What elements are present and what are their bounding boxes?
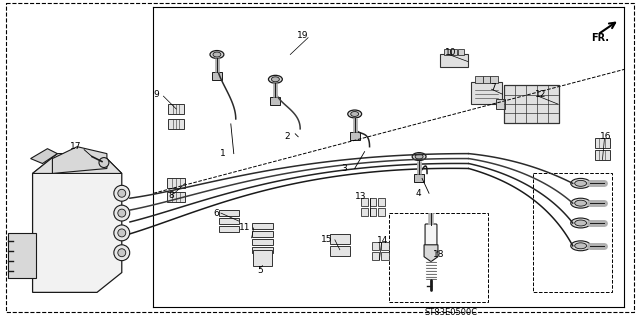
Bar: [470, 82, 502, 104]
Ellipse shape: [571, 241, 591, 251]
Circle shape: [114, 225, 130, 241]
Bar: [330, 246, 349, 256]
Polygon shape: [52, 147, 107, 174]
Bar: [349, 132, 360, 140]
Text: 15: 15: [321, 235, 333, 244]
Polygon shape: [424, 245, 438, 262]
Circle shape: [114, 205, 130, 221]
Bar: [219, 226, 239, 232]
Bar: [595, 138, 611, 148]
Text: 16: 16: [600, 132, 611, 141]
Bar: [360, 198, 367, 206]
Text: 2: 2: [285, 132, 291, 141]
Bar: [219, 218, 239, 224]
Bar: [369, 208, 376, 216]
Circle shape: [118, 189, 125, 197]
Bar: [252, 231, 273, 237]
Bar: [378, 208, 385, 216]
Text: 5: 5: [258, 266, 264, 275]
Bar: [253, 250, 273, 266]
Bar: [219, 210, 239, 216]
Text: 3: 3: [341, 164, 347, 173]
Text: 13: 13: [355, 192, 367, 201]
Bar: [381, 252, 389, 260]
Bar: [444, 48, 450, 55]
Ellipse shape: [213, 52, 221, 57]
Text: 9: 9: [154, 90, 159, 99]
Bar: [330, 234, 349, 244]
Bar: [168, 119, 184, 129]
Bar: [252, 247, 273, 253]
Bar: [497, 99, 506, 109]
Text: 4: 4: [415, 189, 421, 198]
Bar: [271, 97, 280, 105]
Bar: [475, 76, 483, 83]
Text: 10: 10: [445, 48, 456, 57]
Circle shape: [118, 249, 125, 257]
Bar: [372, 242, 380, 250]
Bar: [451, 48, 457, 55]
Bar: [504, 85, 559, 123]
Ellipse shape: [415, 154, 423, 159]
Polygon shape: [33, 154, 122, 174]
Text: 19: 19: [298, 31, 309, 40]
Ellipse shape: [571, 198, 591, 208]
Ellipse shape: [210, 50, 224, 58]
Text: 18: 18: [433, 250, 445, 259]
Text: ST83E0500C: ST83E0500C: [424, 308, 477, 317]
Text: 17: 17: [70, 142, 82, 151]
Bar: [372, 252, 380, 260]
Text: 12: 12: [535, 90, 547, 99]
Circle shape: [114, 245, 130, 261]
Ellipse shape: [571, 178, 591, 188]
Ellipse shape: [268, 75, 282, 83]
Ellipse shape: [351, 112, 358, 116]
Circle shape: [99, 158, 109, 167]
Bar: [483, 76, 490, 83]
Text: 8: 8: [168, 191, 174, 200]
Bar: [440, 54, 468, 67]
Bar: [252, 239, 273, 245]
Bar: [389, 213, 488, 302]
Polygon shape: [31, 149, 58, 164]
Bar: [533, 174, 612, 293]
Bar: [212, 72, 222, 80]
Bar: [168, 192, 185, 202]
Ellipse shape: [575, 180, 587, 186]
Ellipse shape: [575, 200, 587, 206]
Circle shape: [118, 229, 125, 237]
Bar: [458, 48, 464, 55]
Bar: [369, 198, 376, 206]
Bar: [378, 198, 385, 206]
Bar: [595, 150, 611, 160]
Ellipse shape: [575, 220, 587, 226]
Ellipse shape: [412, 152, 426, 160]
Bar: [252, 223, 273, 229]
Polygon shape: [33, 154, 122, 293]
Text: 7: 7: [491, 83, 496, 92]
Text: 11: 11: [239, 223, 251, 233]
Circle shape: [114, 185, 130, 201]
Bar: [490, 76, 499, 83]
Text: 6: 6: [213, 209, 219, 218]
Ellipse shape: [571, 218, 591, 228]
Ellipse shape: [575, 243, 587, 249]
Bar: [360, 208, 367, 216]
Text: 14: 14: [377, 236, 388, 245]
Bar: [381, 242, 389, 250]
Bar: [8, 233, 36, 278]
Ellipse shape: [271, 77, 280, 82]
Text: FR.: FR.: [591, 33, 609, 43]
Circle shape: [118, 209, 125, 217]
Ellipse shape: [348, 110, 362, 118]
Bar: [168, 178, 185, 188]
FancyBboxPatch shape: [425, 224, 437, 246]
Text: 1: 1: [220, 149, 226, 158]
Bar: [414, 174, 424, 182]
Bar: [168, 104, 184, 114]
